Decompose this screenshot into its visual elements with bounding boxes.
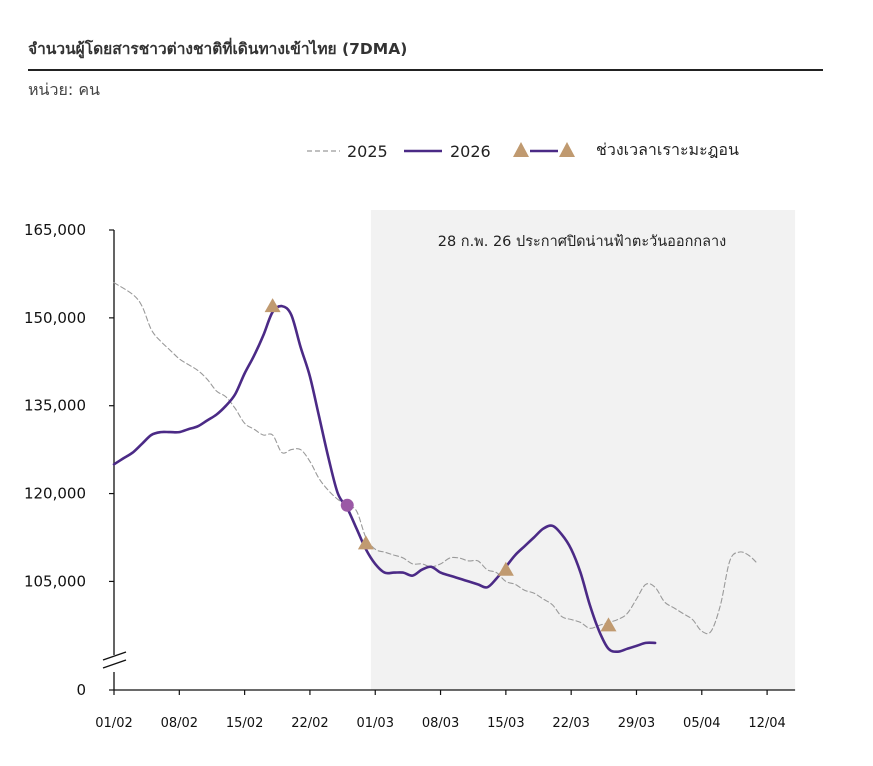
x-tick-label: 08/02	[161, 716, 198, 731]
x-tick-label: 22/03	[552, 716, 589, 731]
x-tick-label: 01/03	[357, 716, 394, 731]
legend-label-ramadan: ช่วงเวลาเราะมะฎอน	[596, 140, 739, 159]
y-tick-label: 120,000	[24, 485, 86, 503]
x-tick-label: 08/03	[422, 716, 459, 731]
ramadan-marker	[497, 561, 514, 576]
chart-title: จำนวนผู้โดยสารชาวต่างชาติที่เดินทางเข้าไ…	[28, 40, 408, 58]
x-tick-label: 12/04	[748, 716, 785, 731]
unit-label: หน่วย: คน	[28, 80, 100, 99]
x-tick-label: 22/02	[291, 716, 328, 731]
y-tick-label: 165,000	[24, 221, 86, 239]
x-tick-label: 05/04	[683, 716, 720, 731]
ramadan-marker	[357, 535, 374, 550]
ramadan-marker	[600, 617, 617, 632]
legend-label-2026: 2026	[450, 142, 491, 161]
y-tick-label: 135,000	[24, 397, 86, 415]
event-marker-dot	[340, 498, 354, 512]
axis-break-mark	[102, 651, 127, 661]
series-line-2026	[112, 304, 657, 654]
axis-break-mark	[102, 659, 127, 669]
x-tick-label: 01/02	[95, 716, 132, 731]
y-tick-label: 0	[76, 681, 86, 699]
shaded-region	[370, 210, 796, 690]
legend-swatch-triangle	[513, 142, 529, 157]
x-tick-label: 29/03	[618, 716, 655, 731]
title-divider	[28, 69, 823, 71]
legend-swatch-triangle	[559, 142, 575, 157]
series-line-2025	[113, 282, 759, 635]
x-tick-label: 15/02	[226, 716, 263, 731]
y-tick-label: 105,000	[24, 572, 86, 590]
x-tick-label: 15/03	[487, 716, 524, 731]
y-tick-label: 150,000	[24, 309, 86, 327]
legend-label-2025: 2025	[347, 142, 388, 161]
ramadan-marker	[264, 298, 281, 313]
shaded-region-label: 28 ก.พ. 26 ประกาศปิดน่านฟ้าตะวันออกกลาง	[438, 233, 727, 250]
